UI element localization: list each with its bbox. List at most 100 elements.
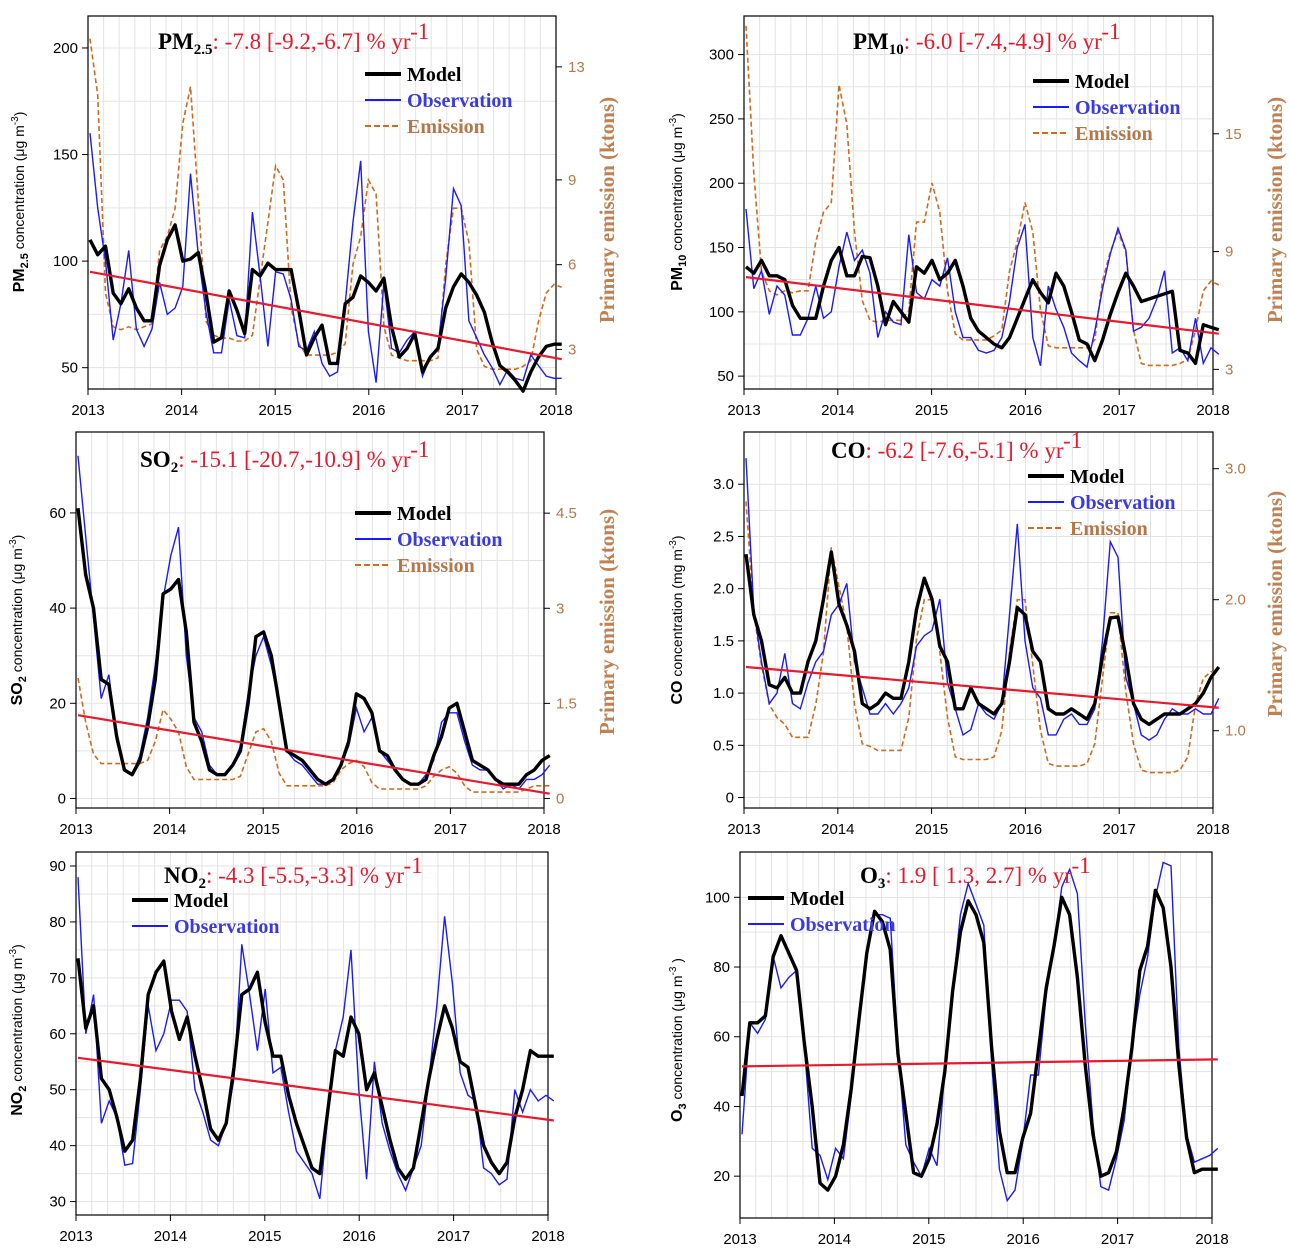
panel-title: CO: -6.2 [-7.6,-5.1] % yr-1 [831, 428, 1082, 463]
model-line [744, 245, 1220, 365]
y-tick-label: 3.0 [713, 476, 734, 493]
panel-title: SO2: -15.1 [-20.7,-10.9] % yr-1 [140, 437, 429, 476]
y-tick-label: 150 [53, 147, 78, 164]
y-axis-label-sup: -3 [668, 540, 679, 549]
y2-tick-label: 4.5 [556, 505, 577, 522]
panel-title-sub: 2.5 [194, 42, 213, 58]
model-line [744, 550, 1221, 727]
legend-label-emission: Emission [1070, 518, 1148, 540]
y2-tick-label: 3 [1225, 361, 1233, 378]
trend-line [745, 665, 1219, 709]
observation-line [745, 208, 1220, 369]
y-axis-label-end: ) [669, 113, 685, 118]
y2-tick-label: 0 [556, 790, 564, 807]
x-tick-label: 2016 [340, 821, 373, 838]
y-tick-label: 60 [49, 505, 66, 522]
legend-label-observation: Observation [397, 529, 503, 551]
y-axis-label-end: ) [669, 535, 685, 540]
y-axis-label-species: SO [9, 682, 26, 705]
y-axis-label-end: ) [11, 112, 27, 117]
panel-title-sub: 2 [171, 460, 179, 476]
chart-panel-3: 2013 2014 2015 2016 2017 2018 0 0.5 1.0 1.5 2.0 2.5… [668, 428, 1287, 838]
chart-panel-0: 2013 2014 2015 2016 2017 2018 50 100 150 200 3 6 9 13… [10, 15, 619, 419]
panel-trend-text: : -6.0 [-7.4,-4.9] % yr [904, 29, 1102, 54]
y-tick-label: 150 [709, 240, 734, 257]
y-tick-label: 100 [709, 304, 734, 321]
legend-label-model: Model [1075, 71, 1130, 93]
y-axis-label-end: ) [9, 535, 25, 540]
panel-trend-sup: -1 [404, 853, 423, 878]
legend-label-observation: Observation [1070, 492, 1176, 514]
trend-line [77, 714, 550, 795]
y-tick-label: 80 [713, 959, 730, 976]
y-tick-label: 100 [53, 253, 78, 270]
x-tick-label: 2016 [1009, 402, 1042, 419]
x-tick-label: 2016 [1009, 821, 1042, 838]
model-line [88, 223, 562, 393]
model-line [76, 508, 551, 786]
y2-tick-label: 3.0 [1225, 461, 1246, 478]
x-tick-label: 2014 [821, 402, 854, 419]
legend-label-model: Model [174, 890, 229, 912]
y-tick-label: 0 [726, 790, 734, 807]
chart-panel-4: 2013 2014 2015 2016 2017 2018 30 40 50 60 70 80 90 NO… [8, 851, 565, 1245]
trend-line [741, 1058, 1218, 1068]
legend-label-model: Model [1070, 466, 1125, 488]
panel-title-species: NO [164, 863, 199, 888]
y-axis-label: CO concentration (mg m-3) [668, 535, 686, 704]
y-tick-label: 80 [49, 914, 66, 931]
panel-trend-sup: -1 [1071, 853, 1090, 878]
model-line [76, 958, 554, 1181]
y-tick-label: 60 [49, 1026, 66, 1043]
y2-axis-label: Primary emission (ktons) [595, 509, 619, 735]
y-tick-label: 0.5 [713, 737, 734, 754]
plot-frame [739, 851, 1213, 1219]
legend-label-emission: Emission [397, 555, 475, 577]
panel-trend-sup: -1 [1101, 19, 1120, 44]
y-tick-label: 40 [49, 1138, 66, 1155]
x-tick-label: 2014 [154, 1228, 187, 1245]
y2-tick-label: 2.0 [1225, 592, 1246, 609]
y-tick-label: 1.0 [713, 685, 734, 702]
trend-line [745, 276, 1219, 335]
y-axis-label-species: PM [11, 268, 28, 292]
x-tick-label: 2017 [1103, 821, 1136, 838]
y-axis-label-species: PM [669, 267, 686, 291]
y2-tick-label: 15 [1225, 126, 1242, 143]
panel-title-species: O [860, 863, 878, 888]
y2-axis-label: Primary emission (ktons) [1263, 491, 1287, 717]
y-axis-label-sub: 3 [677, 1103, 689, 1109]
x-tick-label: 2016 [352, 402, 385, 419]
legend-label-model: Model [790, 888, 845, 910]
panel-title: PM2.5: -7.8 [-9.2,-6.7] % yr-1 [158, 19, 429, 58]
model-line [740, 888, 1218, 1192]
y-axis-label: O3 concentration (μg m-3 ) [668, 958, 689, 1122]
y-tick-label: 20 [49, 695, 66, 712]
plot-frame [743, 15, 1214, 390]
y-tick-label: 200 [709, 175, 734, 192]
observation-line [741, 861, 1219, 1203]
y-axis-label: SO2 concentration (μg m-3) [8, 535, 29, 706]
panel-title: PM10: -6.0 [-7.4,-4.9] % yr-1 [853, 19, 1120, 58]
y-axis-label-text: concentration (μg m [11, 125, 27, 253]
y2-tick-label: 3 [556, 600, 564, 617]
legend-label-observation: Observation [174, 916, 280, 938]
panel-trend-text: : -7.8 [-9.2,-6.7] % yr [213, 29, 411, 54]
x-tick-label: 2015 [247, 821, 280, 838]
panel-trend-text: : 1.9 [ 1.3, 2.7] % yr [885, 863, 1072, 888]
y-tick-label: 1.5 [713, 633, 734, 650]
x-tick-label: 2013 [59, 821, 92, 838]
y-axis-label-sub: 2 [17, 676, 29, 682]
x-tick-label: 2014 [165, 402, 198, 419]
emission-line [89, 38, 562, 371]
panel-trend-sup: -1 [1063, 428, 1082, 453]
x-tick-label: 2017 [434, 821, 467, 838]
legend-label-observation: Observation [407, 90, 513, 112]
observation-line [89, 133, 562, 387]
y-tick-label: 40 [49, 600, 66, 617]
panel-trend-sup: -1 [410, 19, 429, 44]
chart-panel-1: 2013 2014 2015 2016 2017 2018 50 100 150 200 250 30… [668, 15, 1287, 419]
x-tick-label: 2015 [259, 402, 292, 419]
